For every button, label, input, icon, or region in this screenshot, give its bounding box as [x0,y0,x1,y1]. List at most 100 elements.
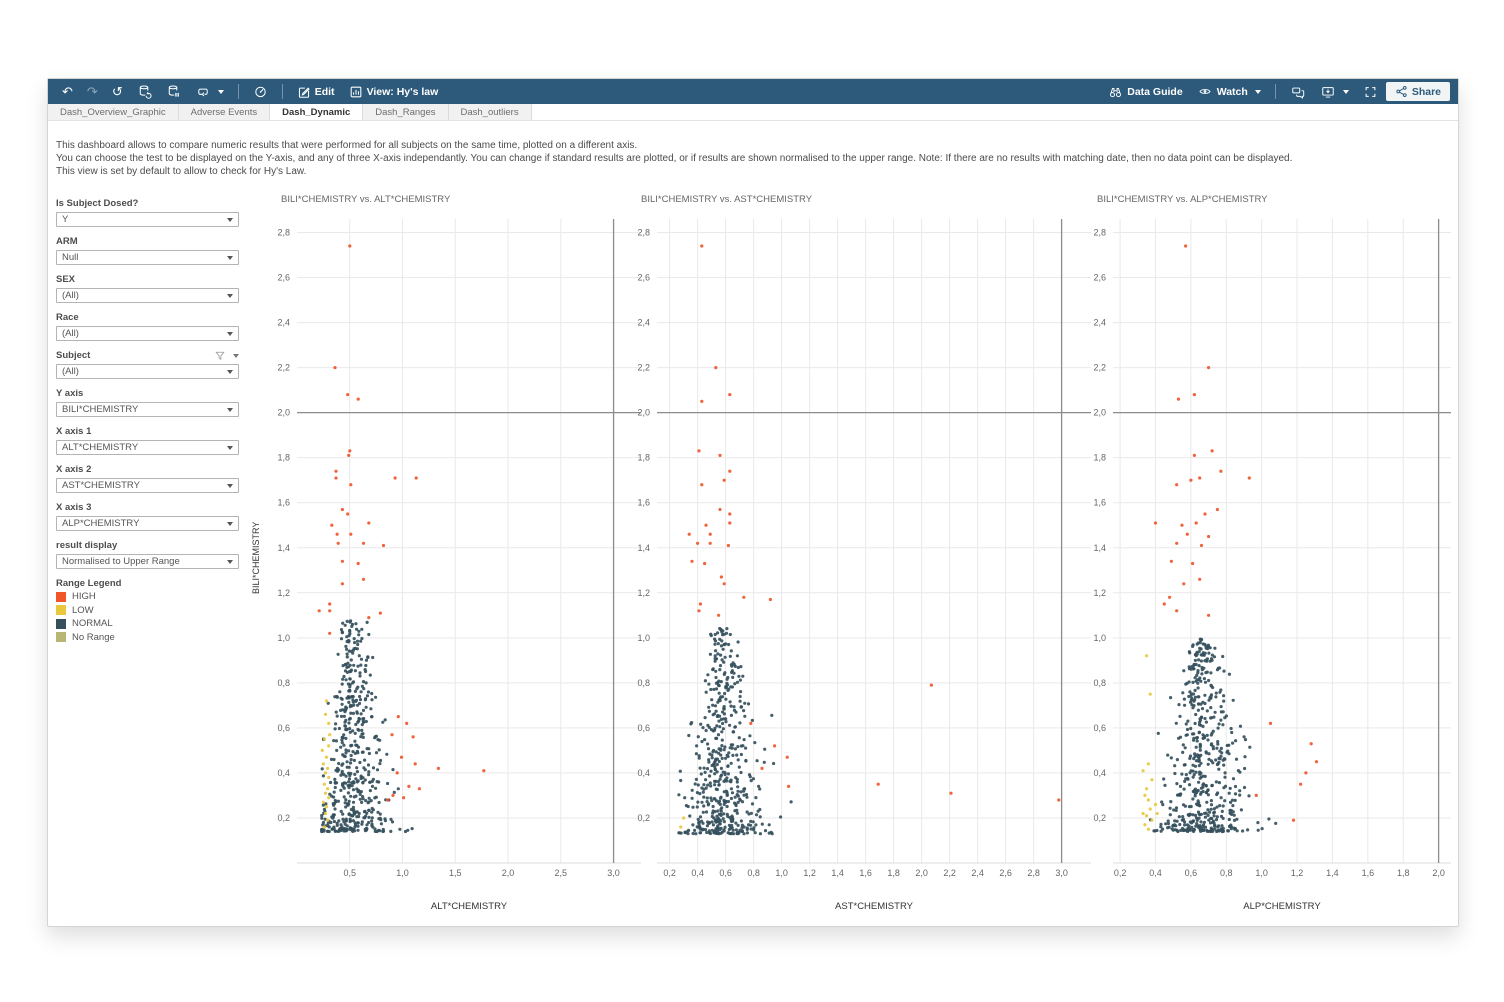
filter-x-axis-3: X axis 3 ALP*CHEMISTRY [56,502,239,531]
svg-text:2,0: 2,0 [1432,868,1445,878]
pause-updates-button[interactable] [160,82,187,101]
filter-x-axis-1: X axis 1 ALT*CHEMISTRY [56,426,239,455]
filter-result-display-select[interactable]: Normalised to Upper Range [56,554,239,569]
svg-text:0,5: 0,5 [344,868,357,878]
svg-text:0,2: 0,2 [277,813,290,823]
metrics-button[interactable] [247,82,274,101]
filter-subject-select[interactable]: (All) [56,364,239,379]
filter-sex-select[interactable]: (All) [56,288,239,303]
filter-is-subject-dosed-select[interactable]: Y [56,212,239,227]
legend-item-high[interactable]: HIGH [56,591,96,602]
tab-Dash_Overview_Graphic[interactable]: Dash_Overview_Graphic [48,104,179,120]
svg-text:0,2: 0,2 [637,813,650,823]
filter-arm-select[interactable]: Null [56,250,239,265]
svg-text:2,0: 2,0 [502,868,515,878]
svg-text:1,4: 1,4 [1093,543,1106,553]
revert-button[interactable]: ↺ [106,83,129,100]
svg-text:1,2: 1,2 [803,868,816,878]
svg-text:1,0: 1,0 [1255,868,1268,878]
display-dropdown-caret [1342,89,1349,94]
legend-item-low[interactable]: LOW [56,605,94,616]
svg-text:2,0: 2,0 [915,868,928,878]
tab-Dash_Ranges[interactable]: Dash_Ranges [363,104,449,120]
filter-label-text: X axis 3 [56,502,92,513]
undo-button[interactable]: ↶ [56,83,79,100]
chart-3-plot[interactable]: 0,2 0,4 0,6 0,8 1,0 1,2 1,4 1,6 1,8 2,0 2,2 2,4 2,6 2… [1058,219,1459,895]
edit-button[interactable]: Edit [291,83,341,101]
svg-text:1,2: 1,2 [1291,868,1304,878]
svg-text:1,8: 1,8 [887,868,900,878]
filter-x-axis-2-select[interactable]: AST*CHEMISTRY [56,478,239,493]
svg-text:1,6: 1,6 [859,868,872,878]
redo-button[interactable]: ↷ [81,83,104,100]
description-line-1: This dashboard allows to compare numeric… [56,140,638,151]
chart-3-container: BILI*CHEMISTRY vs. ALP*CHEMISTRY 0,2 0,4 0,… [1058,194,1459,934]
display-download-icon [1322,86,1334,98]
svg-text:0,2: 0,2 [663,868,676,878]
select-caret-icon [227,559,233,564]
select-caret-icon [227,293,233,298]
select-caret-icon [227,331,233,336]
filter-result-display: result display Normalised to Upper Range [56,540,239,569]
chart-2-plot[interactable]: 0,2 0,4 0,6 0,8 1,0 1,2 1,4 1,6 1,8 2,0 2,2 2,4 2,6 2… [602,219,1099,895]
tab-Adverse_Events[interactable]: Adverse Events [178,104,271,120]
chart-3-title: BILI*CHEMISTRY vs. ALP*CHEMISTRY [1097,194,1268,205]
data-guide-button[interactable]: Data Guide [1102,83,1188,101]
run-flow-button[interactable] [189,82,230,101]
selected-value: Normalised to Upper Range [62,556,180,567]
filter-race-select[interactable]: (All) [56,326,239,341]
svg-text:0,4: 0,4 [637,768,650,778]
chart-1-title: BILI*CHEMISTRY vs. ALT*CHEMISTRY [281,194,451,205]
svg-text:1,6: 1,6 [637,498,650,508]
svg-text:0,2: 0,2 [1114,868,1127,878]
comments-icon [1292,87,1304,99]
filter-menu-caret[interactable] [233,353,239,358]
share-button[interactable]: Share [1385,82,1450,101]
tab-Dash_outliers[interactable]: Dash_outliers [448,104,532,120]
filter-x-axis-1-select[interactable]: ALT*CHEMISTRY [56,440,239,455]
data-guide-label: Data Guide [1127,85,1183,98]
svg-text:2,5: 2,5 [555,868,568,878]
legend-item-no-range[interactable]: No Range [56,632,115,643]
filter-result-display-label: result display [56,540,239,551]
svg-text:2,6: 2,6 [1093,273,1106,283]
filter-x-axis-3-label: X axis 3 [56,502,239,513]
svg-text:1,4: 1,4 [637,543,650,553]
data-guide-binoculars-icon [1110,87,1122,97]
legend-swatch [56,605,66,615]
watch-button[interactable]: Watch [1191,83,1267,100]
svg-text:0,4: 0,4 [691,868,704,878]
filter-label-text: SEX [56,274,76,285]
toolbar-right: Data Guide Watch [1102,82,1450,101]
selected-value: ALT*CHEMISTRY [62,442,139,453]
selected-value: (All) [62,290,79,301]
filter-y-axis-select[interactable]: BILI*CHEMISTRY [56,402,239,417]
select-caret-icon [227,521,233,526]
svg-text:0,6: 0,6 [1185,868,1198,878]
filter-is-subject-dosed: Is Subject Dosed? Y [56,198,239,227]
svg-text:1,6: 1,6 [1093,498,1106,508]
svg-text:0,4: 0,4 [1149,868,1162,878]
view-button[interactable]: View: Hy's law [343,83,445,101]
legend-swatch [56,618,66,629]
legend-item-normal[interactable]: NORMAL [56,618,113,629]
flow-arrow-icon [197,88,208,97]
tab-Dash_Dynamic[interactable]: Dash_Dynamic [270,104,364,120]
filter-arm-label: ARM [56,236,239,247]
chart-2-title: BILI*CHEMISTRY vs. AST*CHEMISTRY [641,194,813,205]
svg-text:1,2: 1,2 [277,588,290,598]
svg-text:0,6: 0,6 [637,723,650,733]
display-options-button[interactable] [1314,83,1355,101]
view-button-label: View: Hy's law [366,85,439,98]
description-line-3: This view is set by default to allow to … [56,166,307,177]
chart-1-plot[interactable]: 0,2 0,4 0,6 0,8 1,0 1,2 1,4 1,6 1,8 2,0 2,2 2,4 2,6 2… [242,219,649,895]
select-caret-icon [227,407,233,412]
select-caret-icon [227,369,233,374]
filter-funnel-icon[interactable] [215,351,225,361]
svg-text:1,0: 1,0 [637,633,650,643]
filter-x-axis-3-select[interactable]: ALP*CHEMISTRY [56,516,239,531]
fullscreen-button[interactable] [1357,83,1384,101]
refresh-data-button[interactable] [131,82,158,101]
comments-button[interactable] [1284,83,1312,101]
